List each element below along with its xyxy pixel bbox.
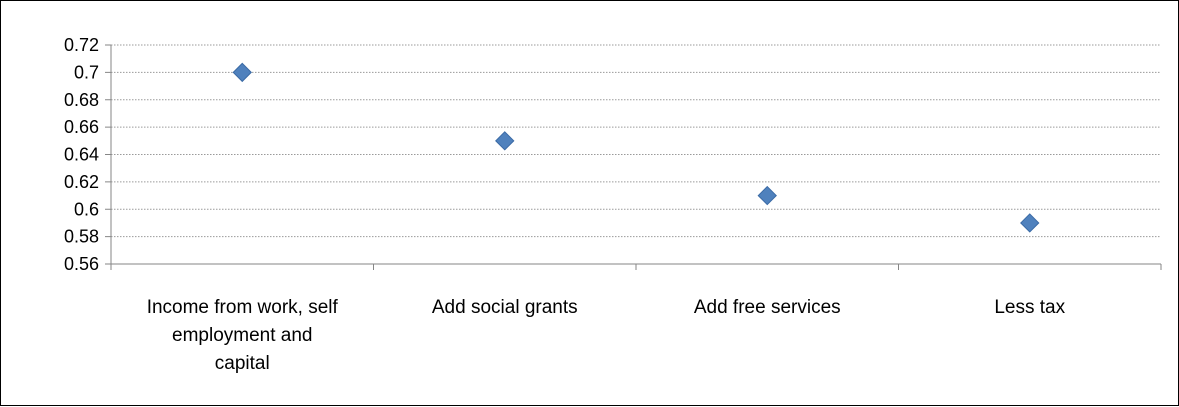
y-tick-label: 0.62 [64,172,99,192]
data-points [232,62,1040,233]
data-point [1020,213,1040,233]
data-point [757,185,777,206]
y-tick-label: 0.68 [64,90,99,110]
data-point [232,62,252,83]
data-point [495,131,515,151]
x-category-label: Income from work, self employment and capi… [147,297,339,374]
x-category-label-line: Less tax [994,297,1065,318]
y-tick-label: 0.7 [74,62,99,82]
y-tick-label: 0.6 [74,199,99,219]
axes [110,45,1162,270]
x-category-label: Add free services [694,297,841,318]
gridlines [111,44,1161,238]
y-tick-label: 0.66 [64,117,99,137]
x-category-label-line: capital [215,353,270,374]
y-tick-label: 0.64 [64,145,99,165]
y-axis-ticks: 0.56 0.58 0.6 0.62 0.64 0.66 0.68 0.7 0.72 [64,35,111,274]
x-category-label-line: Add social grants [432,297,578,318]
x-category-label: Less tax [994,297,1065,318]
y-tick-label: 0.58 [64,227,99,247]
x-category-label: Add social grants [432,297,578,318]
x-category-label-line: Add free services [694,297,841,318]
x-axis-categories: Income from work, self employment and capi… [147,297,1066,374]
x-category-label-line: Income from work, self [147,297,339,318]
y-tick-label: 0.56 [64,254,99,274]
y-tick-label: 0.72 [64,35,99,55]
x-category-label-line: employment and [172,325,312,346]
